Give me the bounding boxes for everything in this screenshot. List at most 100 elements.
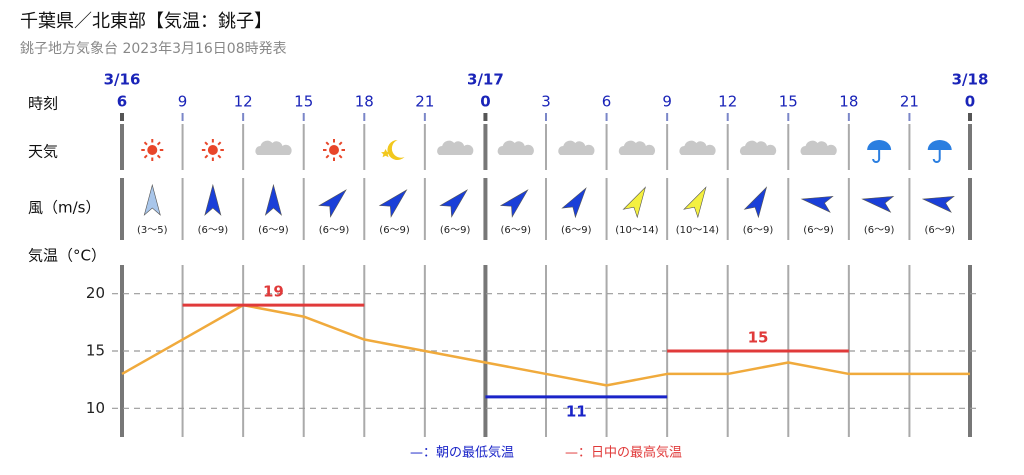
wind-arrow [439,189,468,218]
row-label: 天気 [28,143,58,161]
hour-label: 21 [900,93,919,111]
weather-icon [141,139,164,161]
wind-arrow [499,189,529,218]
legend-entry: —：朝の最低気温 [410,445,514,461]
umbrella [927,140,952,150]
weather-icon [323,139,345,161]
y-tick-label: 10 [86,399,105,417]
weather-icon [740,140,777,155]
hour-label: 18 [839,93,858,111]
sun-ray [143,141,148,146]
cloud [679,140,716,155]
title: 千葉県／北東部【気温：銚子】 [20,11,272,32]
cloud [740,140,777,155]
wind-range: (6〜9) [258,225,289,236]
cloud [437,140,474,155]
hour-label: 15 [294,93,313,111]
weather-icon [497,140,534,155]
hour-label: 21 [415,93,434,111]
cloud [558,140,595,155]
extreme-label: 19 [263,283,284,301]
sun [207,145,218,155]
legend-entry: —：日中の最高気温 [565,445,682,461]
sun [147,145,158,155]
hour-label: 0 [480,93,490,111]
weather-icon [927,140,952,163]
hour-label: 12 [718,93,737,111]
wind-range: (6〜9) [198,225,229,236]
wind-arrow [264,183,282,216]
wind-range: (6〜9) [864,225,895,236]
wind-range: (10〜14) [615,225,658,236]
sun-ray [217,154,222,159]
wind-range: (6〜9) [500,225,531,236]
wind-arrow [861,195,895,213]
wind-range: (6〜9) [803,225,834,236]
wind-range: (3〜5) [137,225,168,236]
weather-icon [618,140,656,155]
weather-icon [255,140,292,155]
weather-icon [201,139,224,161]
weather-icon [558,140,595,155]
wind-range: (6〜9) [319,225,350,236]
wind-range: (10〜14) [676,225,719,236]
sun-ray [325,154,330,159]
sun-ray [143,154,148,159]
wind-range: (6〜9) [379,225,410,236]
sun [329,145,339,155]
moon [387,139,405,160]
hour-label: 12 [234,93,253,111]
subtitle: 銚子地方気象台 2023年3月16日08時発表 [20,41,287,57]
hour-label: 15 [779,93,798,111]
hour-label: 9 [178,93,188,111]
cloud [800,140,837,155]
wind-range: (6〜9) [561,225,592,236]
umbrella-handle [872,150,881,163]
cloud [497,140,534,155]
wind-arrow [318,189,347,218]
cloud [255,140,292,155]
extreme-label: 15 [748,329,769,347]
sun-ray [338,154,343,159]
weather-icon [437,140,474,155]
sun-ray [204,154,209,159]
date-label: 3/16 [104,71,141,89]
row-label: 風（m/s） [28,199,100,217]
wind-arrow [561,187,587,219]
sun-ray [217,141,222,146]
weather-icon [679,140,716,155]
row-label: 時刻 [28,95,58,113]
y-tick-label: 20 [86,284,105,302]
sun-ray [204,141,209,146]
hour-label: 3 [541,93,551,111]
wind-range: (6〜9) [440,225,471,236]
sun-ray [156,141,161,146]
weather-icon [867,140,892,163]
extreme-label: 11 [566,402,587,420]
cloud [618,140,656,155]
wind-arrow [204,183,222,216]
wind-arrow [800,195,834,213]
date-label: 3/17 [467,71,504,89]
wind-arrow [622,186,646,219]
hour-label: 0 [965,93,975,111]
weather-icon [800,140,837,155]
hour-label: 6 [117,93,127,111]
sun-ray [338,141,343,146]
hour-label: 6 [602,93,612,111]
star [381,149,391,158]
weather-icon [381,139,405,160]
wind-arrow [921,195,955,213]
wind-arrow [378,189,408,218]
wind-range: (6〜9) [924,225,955,236]
y-tick-label: 15 [86,342,105,360]
wind-range: (6〜9) [743,225,774,236]
wind-arrow [743,186,768,219]
date-label: 3/18 [952,71,989,89]
row-label: 気温（°C） [28,247,106,265]
wind-arrow [143,183,161,216]
sun-ray [325,141,330,146]
temperature-line [121,303,970,387]
